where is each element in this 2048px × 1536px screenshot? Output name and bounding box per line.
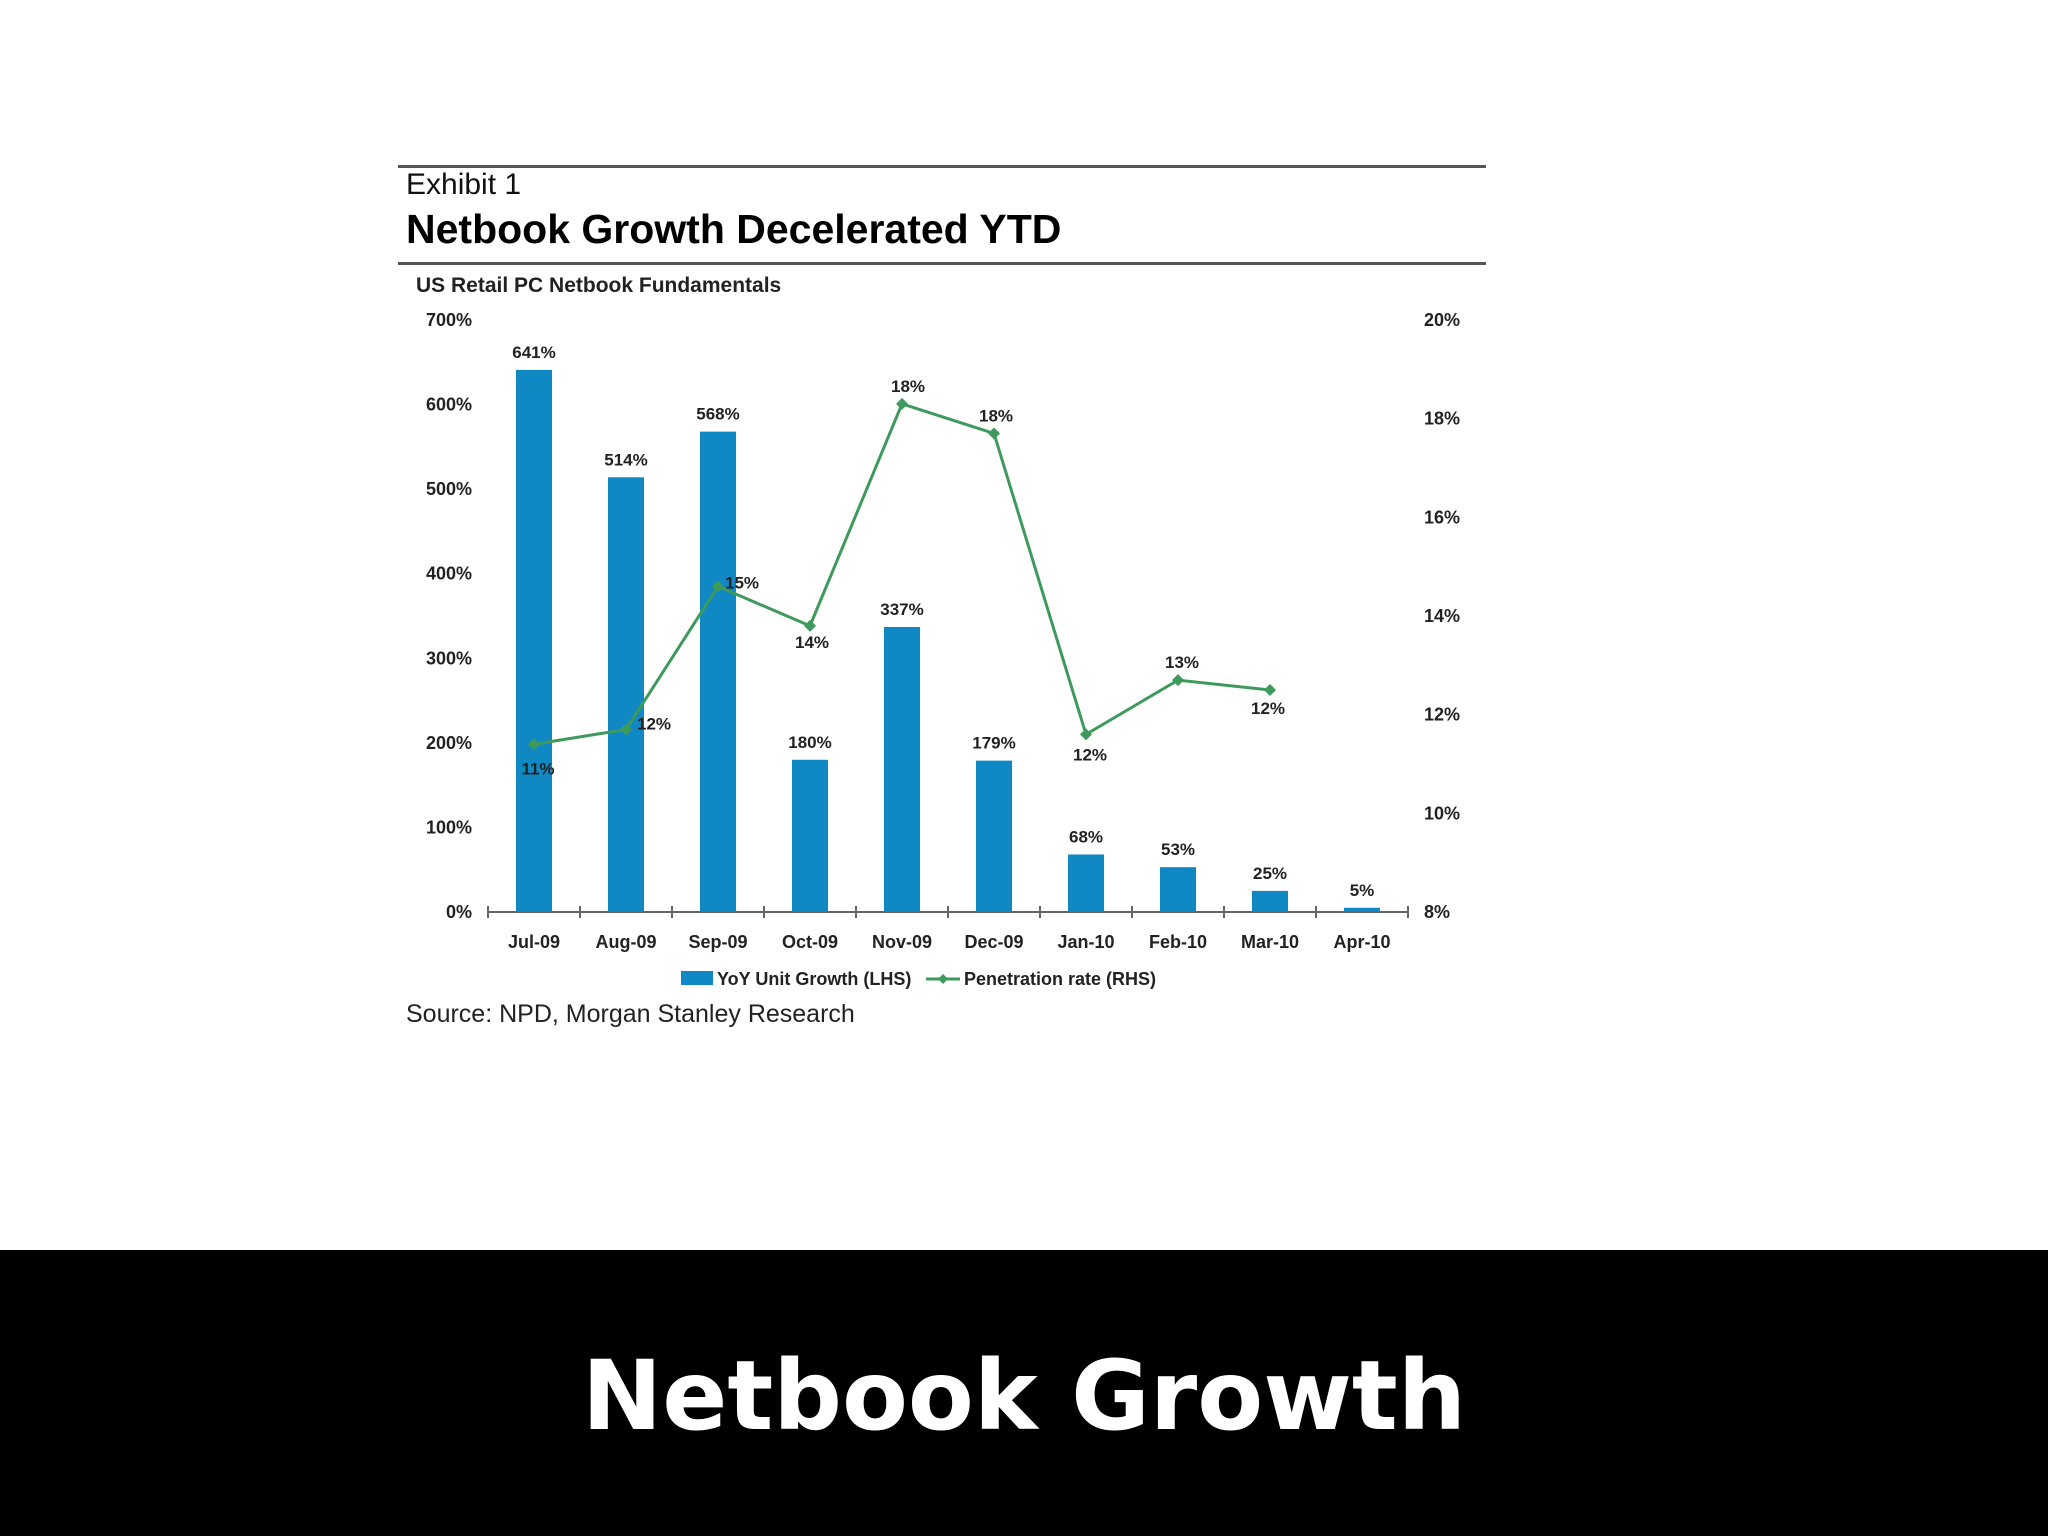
bar-data-label: 180% bbox=[788, 733, 831, 752]
left-tick-label: 100% bbox=[426, 817, 472, 837]
line-data-label: 13% bbox=[1165, 653, 1199, 672]
netbook-chart: 0%100%200%300%400%500%600%700% 8%10%12%1… bbox=[426, 310, 1460, 989]
exhibit-title: Netbook Growth Decelerated YTD bbox=[406, 206, 1062, 252]
bar bbox=[608, 477, 644, 912]
legend-bar-label: YoY Unit Growth (LHS) bbox=[717, 969, 911, 989]
bar bbox=[1252, 890, 1288, 912]
x-axis: Jul-09 Aug-09 Sep-09 Oct-09 Nov-09 Dec-09 Jan-… bbox=[487, 906, 1409, 952]
legend: YoY Unit Growth (LHS) Penetration rate (R… bbox=[681, 969, 1156, 989]
bar-data-label: 337% bbox=[880, 600, 923, 619]
bar bbox=[792, 759, 828, 912]
x-tick-label: Jul-09 bbox=[508, 932, 560, 952]
bar bbox=[976, 760, 1012, 912]
x-tick-label: Apr-10 bbox=[1333, 932, 1390, 952]
left-tick-label: 700% bbox=[426, 310, 472, 330]
line-data-label: 11% bbox=[521, 759, 554, 778]
x-tick-label: Nov-09 bbox=[872, 932, 932, 952]
x-tick-label: Feb-10 bbox=[1149, 932, 1207, 952]
left-axis: 0% 100% 200% 300% 400% 500% 600% 700% bbox=[426, 310, 472, 922]
left-tick-label: 400% bbox=[426, 564, 472, 584]
right-tick-label: 8% bbox=[1424, 902, 1450, 922]
title-band: Netbook Growth bbox=[0, 1250, 2048, 1536]
right-tick-label: 10% bbox=[1424, 803, 1460, 823]
x-tick-label: Dec-09 bbox=[964, 932, 1023, 952]
line-point bbox=[1264, 684, 1276, 696]
bar bbox=[516, 369, 552, 912]
legend-line-label: Penetration rate (RHS) bbox=[964, 969, 1156, 989]
x-tick-label: Mar-10 bbox=[1241, 932, 1299, 952]
left-tick-label: 0% bbox=[446, 902, 472, 922]
source-note: Source: NPD, Morgan Stanley Research bbox=[406, 1000, 855, 1028]
left-tick-label: 600% bbox=[426, 395, 472, 415]
line-point bbox=[988, 427, 1000, 440]
right-tick-label: 12% bbox=[1424, 705, 1460, 725]
left-tick-label: 500% bbox=[426, 479, 472, 499]
legend-line-marker bbox=[938, 974, 948, 984]
chart-title: US Retail PC Netbook Fundamentals bbox=[416, 274, 782, 297]
line-data-label: 18% bbox=[979, 406, 1013, 425]
bar bbox=[700, 431, 736, 912]
right-tick-label: 16% bbox=[1424, 507, 1460, 527]
bar-data-label: 514% bbox=[604, 450, 647, 469]
left-tick-label: 300% bbox=[426, 648, 472, 668]
bar-data-label: 25% bbox=[1253, 864, 1287, 883]
line-data-label: 12% bbox=[637, 714, 671, 733]
x-tick-label: Oct-09 bbox=[782, 932, 838, 952]
right-axis: 8% 10% 12% 14% 16% 18% 20% bbox=[1424, 310, 1460, 922]
exhibit-label: Exhibit 1 bbox=[406, 168, 522, 201]
line-point bbox=[712, 580, 724, 593]
x-tick-label: Aug-09 bbox=[595, 932, 656, 952]
bar bbox=[1160, 867, 1196, 912]
left-tick-label: 200% bbox=[426, 733, 472, 753]
slide-title: Netbook Growth bbox=[581, 1340, 1467, 1452]
line-point bbox=[804, 619, 816, 632]
line-series: 11% 12% 15% 14% 18% 18% 12% 13% 12% bbox=[521, 377, 1285, 778]
bar-data-label: 641% bbox=[512, 343, 555, 362]
line-point bbox=[620, 723, 632, 736]
bar-data-label: 68% bbox=[1069, 827, 1103, 846]
line-data-label: 15% bbox=[725, 573, 759, 592]
bar-data-label: 568% bbox=[696, 405, 739, 424]
bar bbox=[884, 626, 920, 912]
bar-data-label: 5% bbox=[1350, 881, 1375, 900]
top-rule bbox=[398, 165, 1486, 168]
right-tick-label: 18% bbox=[1424, 409, 1460, 429]
line-data-label: 12% bbox=[1251, 699, 1285, 718]
x-tick-label: Sep-09 bbox=[688, 932, 747, 952]
bar-data-label: 53% bbox=[1161, 840, 1195, 859]
line-data-label: 12% bbox=[1073, 745, 1107, 764]
legend-bar-swatch bbox=[681, 971, 713, 985]
line-point bbox=[1172, 674, 1184, 687]
line-point bbox=[896, 397, 908, 410]
bar-data-label: 179% bbox=[972, 734, 1015, 753]
line-data-label: 14% bbox=[795, 633, 829, 652]
line-point bbox=[1080, 728, 1092, 741]
line-data-label: 18% bbox=[891, 377, 925, 396]
bar bbox=[1068, 854, 1104, 912]
title-rule bbox=[398, 262, 1486, 265]
x-tick-label: Jan-10 bbox=[1057, 932, 1114, 952]
line-point bbox=[528, 738, 540, 751]
bar-series: 641% 514% 568% 180% 337% 179% 68% 53% 25% 5% bbox=[512, 343, 1380, 912]
right-tick-label: 14% bbox=[1424, 606, 1460, 626]
slide-content: Exhibit 1 Netbook Growth Decelerated YTD… bbox=[398, 165, 1486, 1028]
right-tick-label: 20% bbox=[1424, 310, 1460, 330]
bar bbox=[1344, 907, 1380, 912]
